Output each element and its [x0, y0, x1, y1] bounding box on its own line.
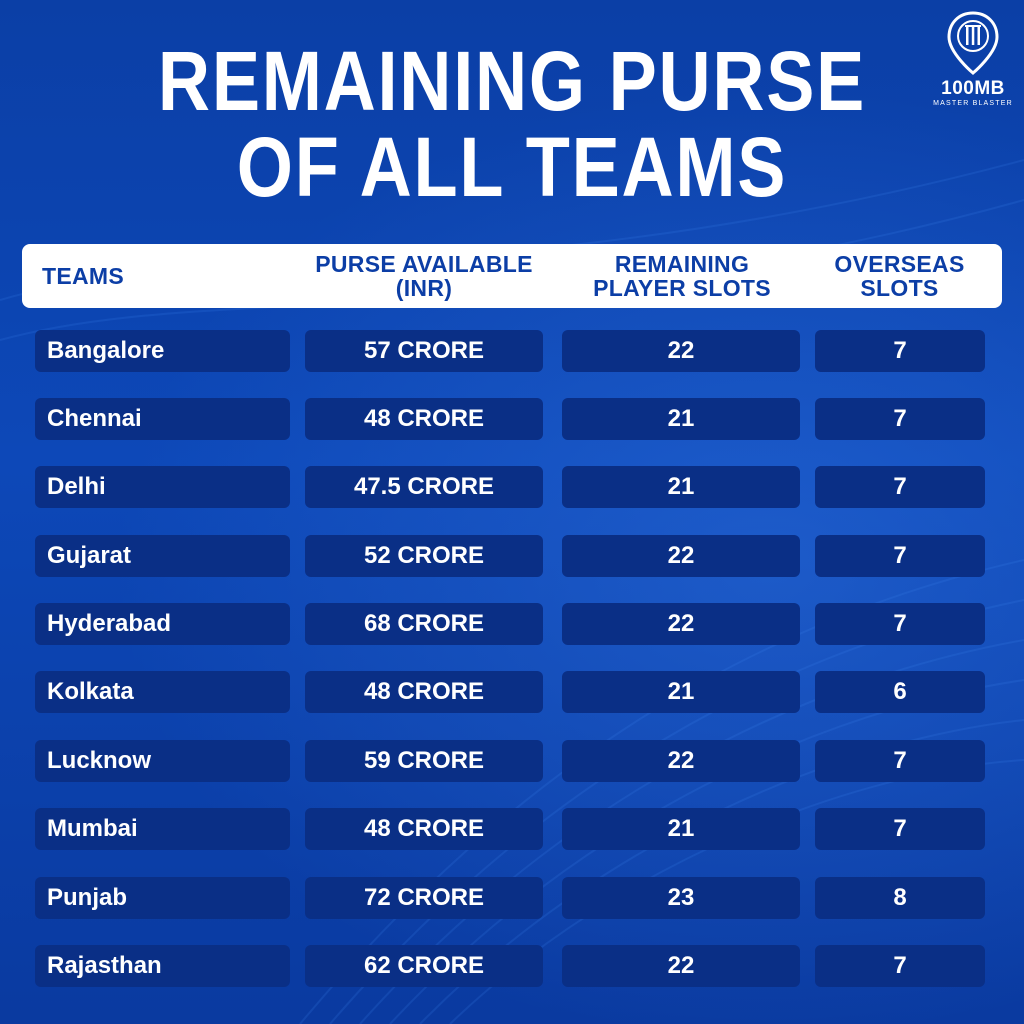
- table-row: Chennai 48 CRORE 21 7: [0, 398, 1024, 442]
- purse-cell: 62 CRORE: [305, 945, 543, 987]
- table-row: Mumbai 48 CRORE 21 7: [0, 808, 1024, 852]
- header-purse-line2: (INR): [395, 275, 453, 301]
- header-purse-line1: PURSE AVAILABLE: [315, 251, 533, 277]
- logo-name: 100MB: [941, 78, 1005, 99]
- header-player-slots: REMAINING PLAYER SLOTS: [572, 244, 792, 308]
- header-overseas-line1: OVERSEAS: [834, 251, 965, 277]
- overseas-slots-cell: 7: [815, 945, 985, 987]
- purse-cell: 48 CRORE: [305, 671, 543, 713]
- overseas-slots-cell: 7: [815, 330, 985, 372]
- header-slots-line1: REMAINING: [614, 251, 750, 277]
- purse-cell: 68 CRORE: [305, 603, 543, 645]
- purse-cell: 57 CRORE: [305, 330, 543, 372]
- team-cell: Punjab: [35, 877, 290, 919]
- purse-cell: 59 CRORE: [305, 740, 543, 782]
- table-row: Bangalore 57 CRORE 22 7: [0, 330, 1024, 374]
- team-cell: Mumbai: [35, 808, 290, 850]
- team-cell: Rajasthan: [35, 945, 290, 987]
- player-slots-cell: 22: [562, 603, 800, 645]
- table-row: Delhi 47.5 CRORE 21 7: [0, 466, 1024, 510]
- player-slots-cell: 21: [562, 398, 800, 440]
- purse-cell: 72 CRORE: [305, 877, 543, 919]
- header-purse: PURSE AVAILABLE (INR): [294, 244, 554, 308]
- purse-cell: 47.5 CRORE: [305, 466, 543, 508]
- overseas-slots-cell: 7: [815, 740, 985, 782]
- overseas-slots-cell: 8: [815, 877, 985, 919]
- header-teams: TEAMS: [42, 263, 124, 289]
- table-row: Hyderabad 68 CRORE 22 7: [0, 603, 1024, 647]
- team-cell: Gujarat: [35, 535, 290, 577]
- brand-logo: 100MB MASTER BLASTER: [930, 10, 1016, 110]
- team-cell: Lucknow: [35, 740, 290, 782]
- player-slots-cell: 22: [562, 535, 800, 577]
- table-row: Lucknow 59 CRORE 22 7: [0, 740, 1024, 784]
- map-pin-stumps-icon: [947, 11, 999, 75]
- team-cell: Kolkata: [35, 671, 290, 713]
- team-cell: Chennai: [35, 398, 290, 440]
- purse-cell: 48 CRORE: [305, 808, 543, 850]
- team-cell: Hyderabad: [35, 603, 290, 645]
- purse-cell: 52 CRORE: [305, 535, 543, 577]
- overseas-slots-cell: 7: [815, 466, 985, 508]
- player-slots-cell: 21: [562, 808, 800, 850]
- player-slots-cell: 22: [562, 330, 800, 372]
- overseas-slots-cell: 7: [815, 398, 985, 440]
- page-title: REMAINING PURSE OF ALL TEAMS: [72, 38, 953, 210]
- player-slots-cell: 21: [562, 466, 800, 508]
- header-overseas-slots: OVERSEAS SLOTS: [812, 244, 987, 308]
- logo-tagline: MASTER BLASTER: [933, 100, 1013, 107]
- header-slots-line2: PLAYER SLOTS: [593, 275, 771, 301]
- overseas-slots-cell: 7: [815, 808, 985, 850]
- team-cell: Bangalore: [35, 330, 290, 372]
- player-slots-cell: 21: [562, 671, 800, 713]
- player-slots-cell: 22: [562, 945, 800, 987]
- table-row: Punjab 72 CRORE 23 8: [0, 877, 1024, 921]
- player-slots-cell: 23: [562, 877, 800, 919]
- table-header: TEAMS PURSE AVAILABLE (INR) REMAINING PL…: [22, 244, 1002, 308]
- team-cell: Delhi: [35, 466, 290, 508]
- player-slots-cell: 22: [562, 740, 800, 782]
- table-row: Rajasthan 62 CRORE 22 7: [0, 945, 1024, 989]
- table-row: Gujarat 52 CRORE 22 7: [0, 535, 1024, 579]
- table-row: Kolkata 48 CRORE 21 6: [0, 671, 1024, 715]
- overseas-slots-cell: 7: [815, 603, 985, 645]
- overseas-slots-cell: 6: [815, 671, 985, 713]
- title-line-2: OF ALL TEAMS: [236, 120, 788, 214]
- overseas-slots-cell: 7: [815, 535, 985, 577]
- purse-cell: 48 CRORE: [305, 398, 543, 440]
- title-line-1: REMAINING PURSE: [157, 34, 867, 128]
- header-overseas-line2: SLOTS: [860, 275, 939, 301]
